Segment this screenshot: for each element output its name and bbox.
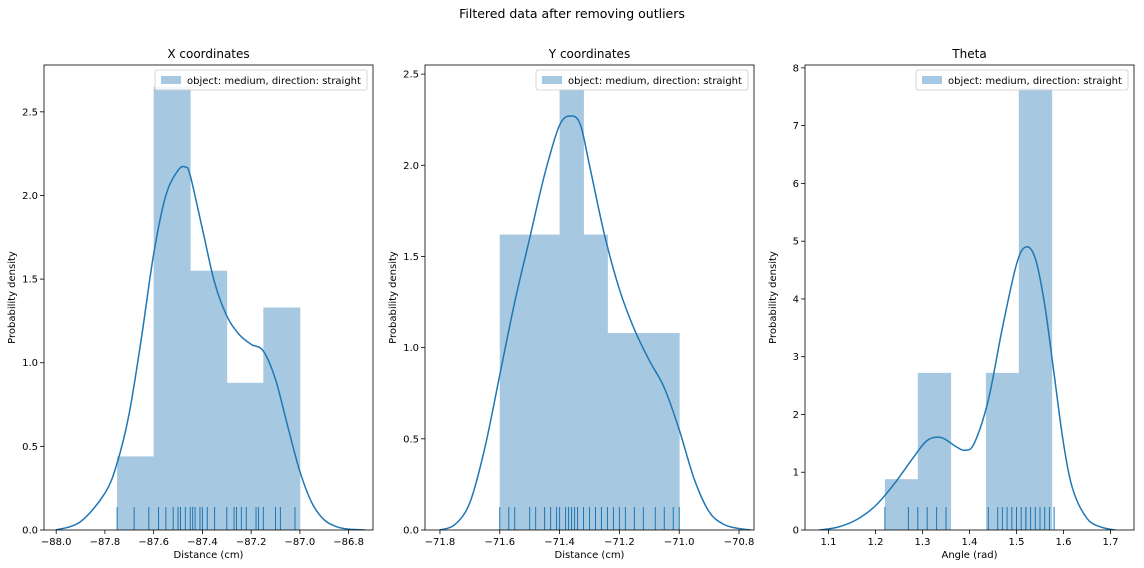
panel-y-coordinates: −71.8 −71.6 −71.4 −71.2 −71.0 −70.8 0.0 0.5 1.0 1…: [388, 47, 755, 561]
legend-label: object: medium, direction: straight: [568, 76, 742, 87]
x-tick-label: 1.6: [1056, 537, 1072, 548]
histogram-bar: [117, 456, 155, 530]
y-tick-label: 5: [793, 237, 799, 248]
legend-swatch: [922, 76, 942, 84]
y-tick-label: 4: [793, 294, 799, 305]
plot-area: [55, 86, 366, 530]
x-tick-label: 1.7: [1103, 537, 1119, 548]
chart-title: Theta: [951, 47, 986, 61]
x-axis-label: Distance (cm): [555, 550, 625, 561]
y-tick-label: 8: [793, 63, 799, 74]
axes-frame: [43, 64, 374, 531]
histogram-bar: [190, 270, 228, 530]
y-tick-label: 2.0: [403, 161, 419, 172]
chart-title: Y coordinates: [548, 47, 630, 61]
y-tick-label: 1.0: [403, 343, 419, 354]
y-tick-label: 0.5: [22, 442, 38, 453]
panel-theta: 1.1 1.2 1.3 1.4 1.5 1.6 1.7 0 1 2 3 4 5 6 7 8 Theta Angle…: [768, 47, 1135, 561]
y-tick-label: 0.0: [403, 526, 419, 537]
y-axis-label: Probability density: [388, 251, 399, 344]
kde-line: [55, 165, 366, 530]
x-tick-label: −87.0: [285, 537, 316, 548]
x-tick-label: −71.2: [604, 537, 635, 548]
legend-box: [535, 69, 749, 91]
histogram-bar: [153, 86, 191, 530]
y-tick-label: 2: [793, 410, 799, 421]
figure-suptitle: Filtered data after removing outliers: [459, 6, 685, 21]
x-tick-label: 1.1: [821, 537, 837, 548]
y-tick-label: 1.5: [22, 275, 38, 286]
axes-frame: [424, 64, 755, 531]
histogram-bar: [263, 307, 301, 530]
y-axis-label: Probability density: [768, 251, 779, 344]
y-tick-label: 0.0: [22, 526, 38, 537]
kde-line: [818, 246, 1116, 530]
y-tick-label: 2.5: [403, 70, 419, 81]
x-axis-label: Distance (cm): [174, 550, 244, 561]
panel-x-coordinates: −88.0 −87.8 −87.6 −87.4 −87.2 −87.0 −86.8 0.0 0.…: [7, 47, 374, 561]
y-tick-label: 2.5: [22, 107, 38, 118]
x-tick-label: −88.0: [41, 537, 72, 548]
x-tick-label: −70.8: [724, 537, 755, 548]
x-tick-label: −71.4: [544, 537, 575, 548]
x-tick-label: 1.4: [962, 537, 978, 548]
legend-label: object: medium, direction: straight: [187, 76, 361, 87]
histogram-bar: [607, 333, 632, 530]
histogram-bar: [917, 372, 952, 530]
x-axis-label: Angle (rad): [941, 550, 997, 561]
chart-title: X coordinates: [167, 47, 249, 61]
x-tick-label: −86.8: [333, 537, 364, 548]
histogram-bar: [583, 234, 608, 530]
legend-label: object: medium, direction: straight: [948, 76, 1122, 87]
x-tick-label: −71.6: [484, 537, 515, 548]
histogram-bar: [985, 372, 1020, 530]
plot-area: [439, 88, 752, 530]
legend-box: [154, 69, 368, 91]
plot-area: [818, 88, 1116, 530]
y-tick-label: 1.5: [403, 252, 419, 263]
histogram-bar: [1018, 88, 1053, 530]
y-tick-label: 7: [793, 121, 799, 132]
x-tick-label: 1.2: [868, 537, 884, 548]
y-tick-label: 0: [793, 526, 799, 537]
histogram-bar: [884, 479, 919, 530]
y-tick-label: 1.0: [22, 358, 38, 369]
x-tick-label: −87.4: [187, 537, 218, 548]
x-tick-label: −71.8: [425, 537, 456, 548]
histogram-bar: [631, 333, 656, 530]
histogram-bar: [226, 382, 264, 530]
histogram-bar: [559, 88, 584, 530]
y-tick-label: 2.0: [22, 191, 38, 202]
legend-swatch: [161, 76, 181, 84]
y-tick-label: 6: [793, 179, 799, 190]
histogram-bar: [655, 333, 680, 530]
x-tick-label: −87.6: [138, 537, 169, 548]
x-tick-label: 1.5: [1009, 537, 1025, 548]
legend-box: [915, 69, 1129, 91]
kde-line: [439, 115, 752, 530]
x-tick-label: −87.2: [236, 537, 267, 548]
y-axis-label: Probability density: [7, 251, 18, 344]
y-tick-label: 1: [793, 468, 799, 479]
x-tick-label: −71.0: [664, 537, 695, 548]
x-tick-label: −87.8: [90, 537, 121, 548]
histogram-bar: [499, 234, 525, 530]
histogram-bar: [547, 234, 560, 530]
legend-swatch: [542, 76, 562, 84]
histogram-bar: [523, 234, 549, 530]
y-tick-label: 0.5: [403, 434, 419, 445]
x-tick-label: 1.3: [915, 537, 931, 548]
y-tick-label: 3: [793, 352, 799, 363]
